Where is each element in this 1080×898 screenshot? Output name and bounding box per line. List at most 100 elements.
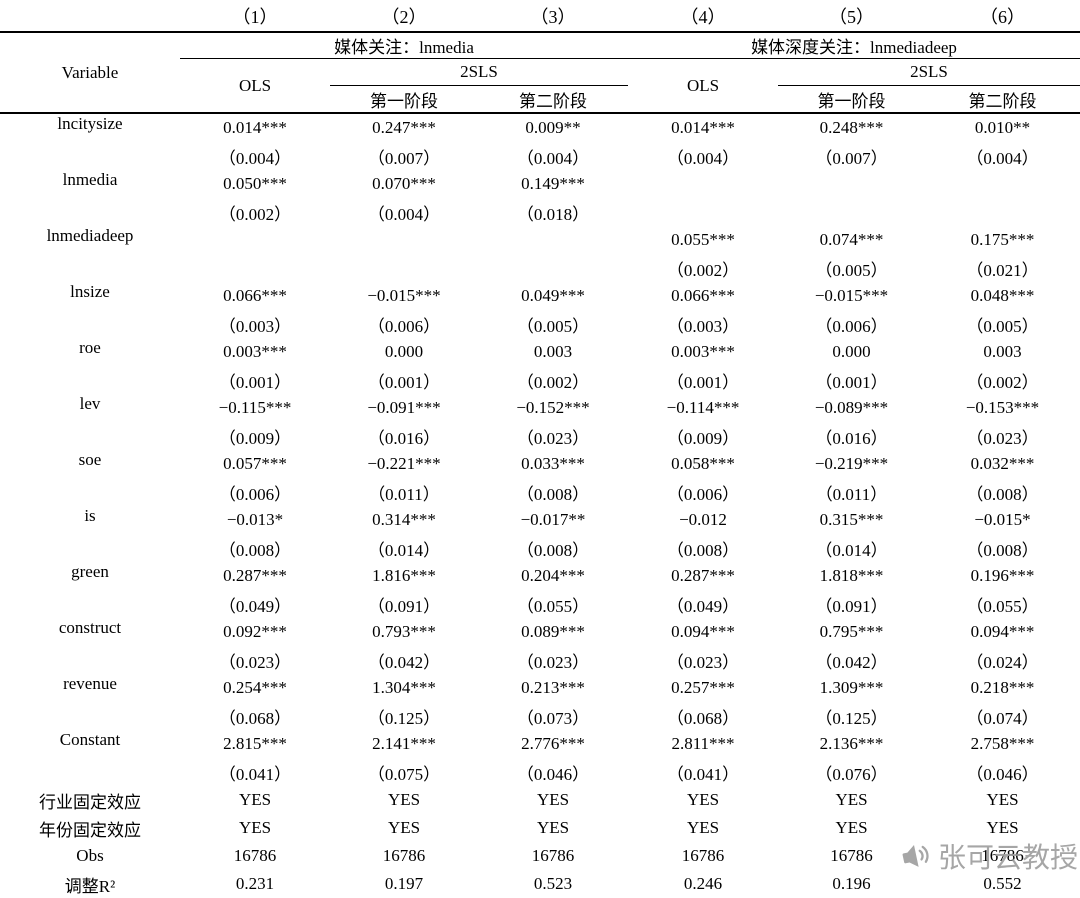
summary-value: YES [835, 818, 868, 837]
se-cell: （0.005） [815, 260, 888, 280]
coef-cell: 0.257*** [671, 678, 735, 697]
variable-label: lev [79, 394, 101, 413]
coef-cell: −0.015*** [814, 286, 889, 305]
summary-value: YES [986, 818, 1019, 837]
se-cell: （0.049） [666, 596, 740, 616]
coef-cell [330, 226, 478, 254]
col-number-6: （6） [925, 0, 1080, 33]
coef-cell: 2.815*** [223, 734, 287, 753]
se-cell: （0.008） [218, 540, 292, 560]
se-cell: （0.041） [666, 764, 740, 784]
se-cell: （0.023） [966, 428, 1039, 448]
se-cell: （0.009） [218, 428, 292, 448]
coef-cell: 2.141*** [372, 734, 436, 753]
col-number-2: （2） [330, 0, 478, 33]
se-row: （0.006） （0.011） （0.008） （0.006） （0.011） （0.00… [0, 478, 1080, 506]
coef-cell: 0.204*** [521, 566, 585, 585]
summary-value: YES [238, 818, 272, 837]
se-cell: （0.041） [218, 764, 292, 784]
coef-cell: 0.058*** [671, 454, 735, 473]
se-cell: （0.046） [966, 764, 1039, 784]
se-cell: （0.016） [367, 428, 441, 448]
summary-label: 调整R² [0, 870, 180, 898]
se-cell: （0.004） [367, 204, 441, 224]
coef-row: lnmedia 0.050*** 0.070*** 0.149*** [0, 170, 1080, 198]
se-cell: （0.021） [966, 260, 1039, 280]
coef-cell: −0.152*** [516, 398, 590, 417]
coef-cell: 1.818*** [819, 566, 884, 585]
se-cell: （0.006） [815, 316, 888, 336]
coef-cell: 0.175*** [970, 230, 1035, 249]
summary-value: 0.523 [478, 870, 628, 898]
coef-cell: 0.070*** [372, 174, 436, 193]
coef-cell: −0.015*** [367, 286, 441, 305]
coef-cell: 0.793*** [372, 622, 436, 641]
col-number-5: （5） [778, 0, 925, 33]
coef-cell: 0.000 [832, 342, 871, 361]
coef-cell: 0.314*** [372, 510, 436, 529]
coef-cell: 0.094*** [671, 622, 735, 641]
coef-row: revenue 0.254*** 1.304*** 0.213*** 0.257*** 1… [0, 674, 1080, 702]
col-number-4: （4） [628, 0, 778, 33]
summary-value: 16786 [233, 846, 277, 865]
se-cell: （0.014） [815, 540, 888, 560]
se-cell: （0.008） [966, 540, 1039, 560]
se-cell: （0.125） [367, 708, 441, 728]
se-cell: （0.042） [367, 652, 441, 672]
coef-cell: 2.776*** [521, 734, 585, 753]
se-cell: （0.074） [966, 708, 1039, 728]
col-number-1: （1） [180, 0, 330, 33]
ols-header-1: OLS [238, 75, 272, 95]
se-cell: （0.008） [516, 540, 590, 560]
summary-value: YES [835, 790, 868, 809]
coef-row: lnmediadeep 0.055*** 0.074*** 0.175*** [0, 226, 1080, 254]
coef-cell: 2.758*** [970, 734, 1035, 753]
se-row: （0.001） （0.001） （0.002） （0.001） （0.001） （0.00… [0, 366, 1080, 394]
coef-cell [778, 170, 925, 198]
coef-cell: 0.074*** [819, 230, 884, 249]
coef-row: roe 0.003*** 0.000 0.003 0.003*** 0.000 0.003 [0, 338, 1080, 366]
coef-cell: 0.795*** [819, 622, 884, 641]
se-cell: （0.004） [666, 148, 740, 168]
coef-cell: 0.066*** [223, 286, 287, 305]
coef-cell: 0.009** [478, 112, 628, 142]
se-cell [330, 254, 478, 282]
coef-cell: 2.136*** [819, 734, 884, 753]
coef-cell: −0.115*** [218, 398, 292, 417]
coef-cell: −0.013* [226, 510, 284, 529]
se-cell [478, 254, 628, 282]
summary-label: Obs [76, 846, 104, 865]
se-row: （0.003） （0.006） （0.005） （0.003） （0.006） （0.00… [0, 310, 1080, 338]
table-body: lncitysize 0.014*** 0.247*** 0.009** 0.014**… [0, 112, 1080, 898]
coef-cell: −0.012 [679, 510, 727, 529]
group-header-row: Variable 媒体关注：lnmedia 媒体深度关注：lnmediadeep [0, 32, 1080, 82]
se-row: （0.009） （0.016） （0.023） （0.009） （0.016） （0.02… [0, 422, 1080, 450]
se-cell: （0.008） [666, 540, 740, 560]
coef-cell: 0.003*** [223, 342, 287, 361]
coef-cell: 0.050*** [223, 174, 287, 193]
se-cell: （0.004） [218, 148, 292, 168]
coef-cell: −0.091*** [367, 398, 441, 417]
se-cell: （0.055） [966, 596, 1039, 616]
summary-value: YES [238, 790, 272, 809]
group-header-media: 媒体关注：lnmedia [180, 32, 628, 59]
summary-value: YES [686, 790, 720, 809]
coef-cell: 0.287*** [671, 566, 735, 585]
se-row: （0.002） （0.005） （0.021） [0, 254, 1080, 282]
coef-cell: 0.003 [533, 342, 573, 361]
se-cell: （0.007） [815, 148, 888, 168]
se-cell: （0.023） [516, 428, 590, 448]
coef-cell: 1.304*** [372, 678, 436, 697]
se-cell: （0.001） [815, 372, 888, 392]
se-cell: （0.003） [218, 316, 292, 336]
coef-cell: 0.247*** [330, 112, 478, 142]
se-row: （0.023） （0.042） （0.023） （0.023） （0.042） （0.02… [0, 646, 1080, 674]
stage1-header-left: 第一阶段 [370, 91, 438, 111]
variable-label: roe [79, 338, 101, 357]
se-cell: （0.075） [367, 764, 441, 784]
variable-label: soe [78, 450, 102, 469]
coef-cell: −0.153*** [965, 398, 1040, 417]
summary-value: 16786 [681, 846, 725, 865]
